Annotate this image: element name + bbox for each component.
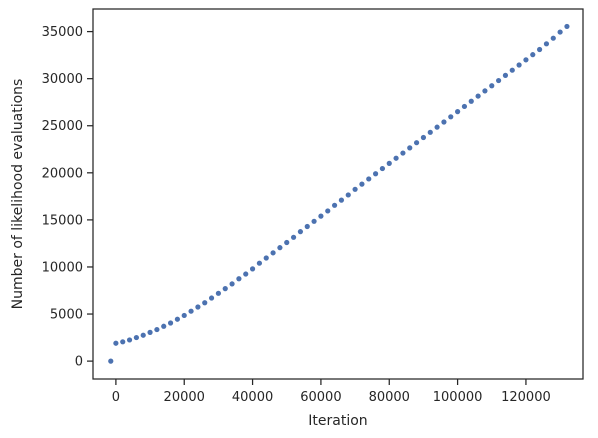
y-tick-label: 5000 xyxy=(50,308,83,323)
data-point xyxy=(420,134,427,141)
data-point xyxy=(133,334,139,341)
data-point xyxy=(393,155,399,161)
y-axis-ticks: 0 5000 10000 15000 20000 25000 30000 35000 xyxy=(42,25,93,370)
data-point xyxy=(557,29,563,35)
data-point xyxy=(359,181,365,187)
data-point xyxy=(208,295,215,301)
data-point xyxy=(530,52,536,58)
data-point xyxy=(236,276,242,282)
data-point xyxy=(325,208,331,214)
data-point xyxy=(475,93,481,99)
y-tick-label: 30000 xyxy=(42,72,83,87)
x-tick-label: 20000 xyxy=(164,390,205,405)
data-point xyxy=(113,340,119,346)
data-point xyxy=(455,109,461,115)
data-point xyxy=(284,239,290,246)
data-point xyxy=(407,145,413,151)
data-point xyxy=(516,62,522,68)
data-point xyxy=(413,140,420,146)
data-point xyxy=(331,202,338,208)
data-point xyxy=(222,286,228,292)
y-tick-label: 0 xyxy=(75,355,83,370)
plot-frame xyxy=(92,8,584,380)
data-point xyxy=(550,35,556,41)
data-point xyxy=(202,300,208,306)
data-point xyxy=(441,119,447,125)
data-point xyxy=(482,88,488,94)
data-point xyxy=(338,197,345,203)
x-tick-label: 100000 xyxy=(433,390,483,405)
data-point xyxy=(448,114,454,120)
y-tick-label: 15000 xyxy=(42,213,83,228)
data-point xyxy=(496,77,502,84)
data-point xyxy=(509,67,515,73)
data-point xyxy=(345,192,351,198)
data-point xyxy=(215,290,221,296)
data-point xyxy=(537,46,543,53)
x-tick-label: 80000 xyxy=(369,390,410,405)
x-tick-label: 120000 xyxy=(501,390,551,405)
data-point xyxy=(366,176,372,182)
data-point xyxy=(468,98,474,104)
y-tick-label: 10000 xyxy=(42,260,83,275)
data-point xyxy=(195,304,201,310)
data-point xyxy=(154,326,160,333)
data-point xyxy=(147,329,153,335)
data-point xyxy=(564,23,570,30)
data-point xyxy=(372,171,379,177)
data-point xyxy=(120,339,126,345)
data-point xyxy=(108,358,114,364)
data-point xyxy=(386,160,392,166)
data-point xyxy=(167,320,174,326)
data-point xyxy=(461,103,468,110)
data-point xyxy=(304,223,310,230)
data-point xyxy=(256,260,263,266)
data-point xyxy=(188,308,194,314)
data-point xyxy=(243,271,249,277)
data-point xyxy=(263,255,269,261)
data-point xyxy=(229,281,235,287)
x-tick-label: 0 xyxy=(112,390,120,405)
data-point xyxy=(352,186,358,192)
data-point xyxy=(543,41,550,47)
data-point xyxy=(379,165,386,172)
data-point xyxy=(181,312,187,319)
data-point xyxy=(311,218,317,224)
data-point xyxy=(174,316,180,322)
data-point xyxy=(126,337,133,343)
data-points xyxy=(108,23,570,364)
x-tick-label: 60000 xyxy=(300,390,341,405)
x-axis-label: Iteration xyxy=(308,413,367,429)
data-point xyxy=(400,150,406,156)
data-point xyxy=(489,83,495,89)
data-point xyxy=(297,229,304,235)
y-axis-label: Number of likelihood evaluations xyxy=(10,79,26,310)
y-tick-label: 25000 xyxy=(42,119,83,134)
data-point xyxy=(434,124,440,130)
x-axis-ticks: 0 20000 40000 60000 80000 100000 120000 xyxy=(112,379,551,405)
data-point xyxy=(502,72,509,78)
data-point xyxy=(277,245,283,251)
data-point xyxy=(140,332,146,338)
y-tick-label: 20000 xyxy=(42,166,83,181)
data-point xyxy=(523,57,529,63)
data-point xyxy=(161,323,167,329)
data-point xyxy=(318,213,324,219)
data-point xyxy=(249,266,256,272)
y-tick-label: 35000 xyxy=(42,25,83,40)
data-point xyxy=(427,129,433,135)
x-tick-label: 40000 xyxy=(232,390,273,405)
data-point xyxy=(290,234,297,240)
data-point xyxy=(270,250,276,256)
